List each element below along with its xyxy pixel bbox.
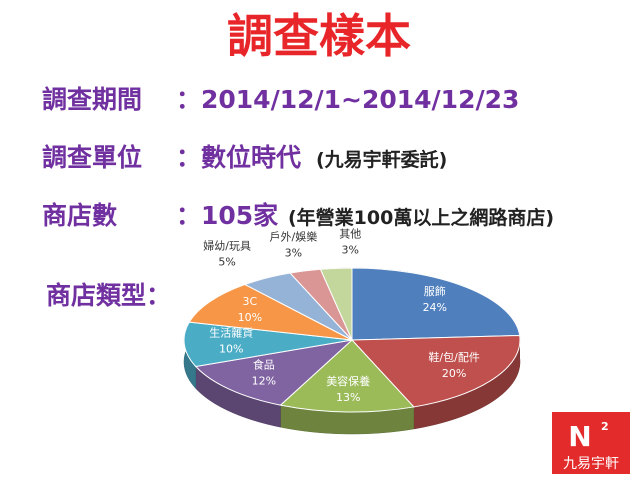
slice-label: 生活雜貨 — [209, 325, 253, 339]
row-label: 調查單位 — [42, 143, 142, 172]
slice-label: 其他 — [339, 227, 361, 240]
row-note: (九易宇軒委託) — [316, 148, 447, 171]
slice-value-label: 12% — [252, 374, 276, 387]
slice-label: 戶外/娛樂 — [270, 230, 318, 244]
slice-label: 食品 — [253, 357, 275, 371]
logo-mark: N — [568, 420, 591, 453]
row-label: 商店數 — [42, 201, 117, 230]
logo-box — [552, 412, 630, 474]
slice-value-label: 13% — [336, 391, 360, 404]
slice-value-label: 3% — [285, 247, 302, 260]
slice — [279, 339, 415, 413]
slice-label: 婦幼/玩具 — [203, 239, 251, 253]
slice-value-label: 5% — [218, 256, 235, 269]
logo-name: 九易宇軒 — [563, 456, 619, 472]
slice-label: 3C — [243, 295, 258, 308]
slice — [350, 334, 521, 408]
slice-label: 鞋/包/配件 — [428, 350, 479, 364]
slice — [351, 267, 521, 341]
slice — [188, 283, 353, 341]
slice — [194, 339, 354, 406]
slide-title: 調查樣本 — [227, 9, 411, 63]
row-value: ：數位時代 — [176, 143, 301, 172]
slice-value-label: 3% — [342, 243, 359, 256]
logo-sup: 2 — [601, 420, 609, 433]
slice-value-label: 24% — [423, 301, 447, 314]
chart-label: 商店類型： — [46, 281, 171, 310]
slice-label: 美容保養 — [326, 374, 370, 388]
slice-value-label: 10% — [238, 311, 262, 324]
slice — [319, 267, 353, 341]
row-value: ：105家 — [176, 201, 278, 230]
row-note: (年營業100萬以上之網路商店) — [288, 206, 554, 229]
row-label: 調查期間 — [42, 85, 142, 114]
slice-label: 服飾 — [424, 285, 446, 298]
logo: N 2 九易宇軒 — [552, 412, 630, 474]
row-value: ：2014/12/1~2014/12/23 — [176, 85, 519, 114]
slice-value-label: 20% — [442, 367, 466, 380]
slice-value-label: 10% — [219, 342, 243, 355]
slice — [183, 321, 353, 368]
